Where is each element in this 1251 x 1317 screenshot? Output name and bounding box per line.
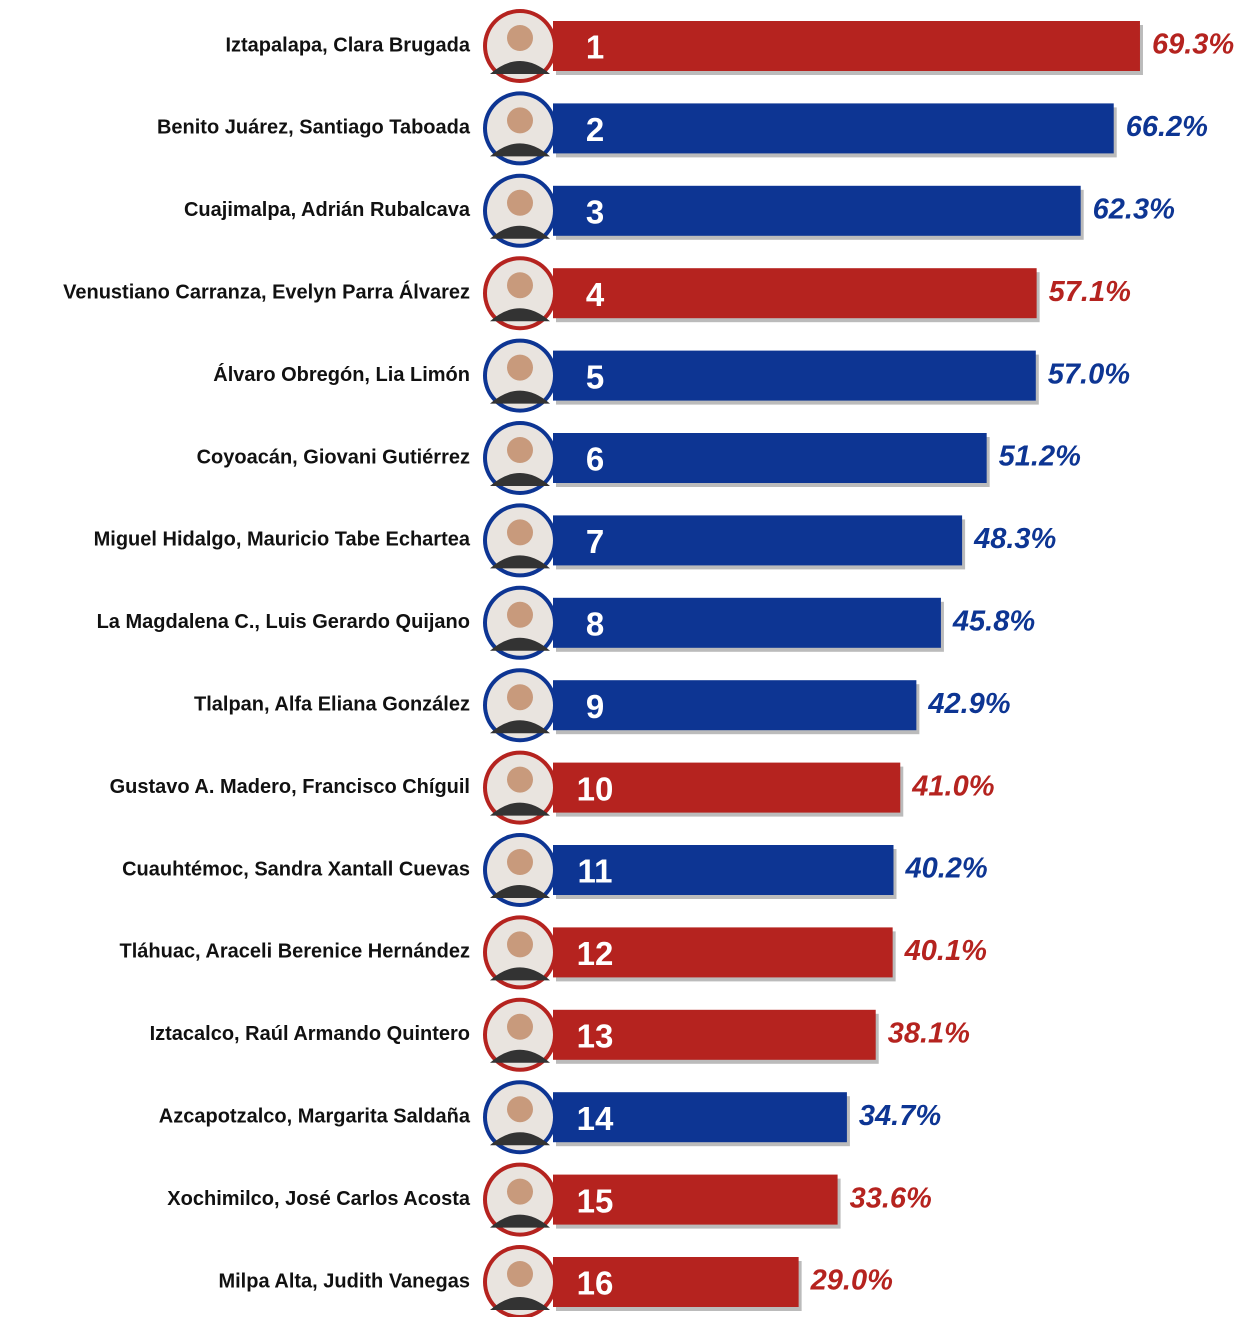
photo-body xyxy=(490,143,550,157)
photo-body xyxy=(490,885,550,898)
value-label: 51.2% xyxy=(999,441,1081,473)
photo-body xyxy=(490,390,550,404)
category-label: Gustavo A. Madero, Francisco Chíguil xyxy=(110,776,470,798)
photo-head xyxy=(507,1013,533,1040)
rank-label: 9 xyxy=(586,688,604,725)
rank-label: 16 xyxy=(577,1265,614,1302)
rank-label: 6 xyxy=(586,441,604,478)
category-label: Cuauhtémoc, Sandra Xantall Cuevas xyxy=(122,858,470,880)
category-label: Xochimilco, José Carlos Acosta xyxy=(167,1188,471,1210)
rank-label: 11 xyxy=(578,853,613,890)
bar xyxy=(553,433,987,483)
photo-head xyxy=(507,437,533,463)
photo-body xyxy=(490,61,550,74)
rank-label: 2 xyxy=(586,111,604,148)
rank-label: 12 xyxy=(577,935,614,972)
category-label: Álvaro Obregón, Lia Limón xyxy=(213,363,470,386)
value-label: 62.3% xyxy=(1093,193,1175,225)
rank-label: 15 xyxy=(577,1182,614,1219)
value-label: 33.6% xyxy=(850,1182,932,1214)
bar xyxy=(553,845,894,895)
value-label: 57.0% xyxy=(1048,358,1130,390)
rank-label: 8 xyxy=(586,606,604,643)
bar xyxy=(553,1257,799,1307)
bar xyxy=(553,268,1037,319)
rank-label: 5 xyxy=(586,358,604,395)
photo-body xyxy=(490,1049,550,1063)
bar xyxy=(553,927,893,978)
photo-body xyxy=(490,1132,550,1146)
category-label: Iztapalapa, Clara Brugada xyxy=(225,34,470,56)
rank-label: 3 xyxy=(586,194,604,231)
value-label: 48.3% xyxy=(973,523,1056,555)
photo-body xyxy=(490,1297,550,1310)
photo-head xyxy=(507,1096,533,1123)
photo-body xyxy=(490,555,550,569)
rank-label: 14 xyxy=(577,1100,614,1137)
photo-head xyxy=(507,107,533,134)
photo-head xyxy=(507,1178,533,1205)
bar xyxy=(553,1009,876,1060)
rank-label: 1 xyxy=(586,29,604,66)
bar xyxy=(553,350,1036,401)
category-label: Cuajimalpa, Adrián Rubalcava xyxy=(184,199,471,221)
rank-label: 7 xyxy=(586,523,604,560)
value-label: 45.8% xyxy=(952,605,1035,637)
photo-head xyxy=(507,519,533,546)
bar xyxy=(553,515,963,566)
photo-head xyxy=(507,25,533,51)
bar xyxy=(553,1174,838,1225)
category-label: Coyoacán, Giovani Gutiérrez xyxy=(197,446,470,468)
rank-label: 4 xyxy=(586,276,605,313)
bar xyxy=(553,185,1081,236)
value-label: 41.0% xyxy=(911,770,994,802)
category-label: Miguel Hidalgo, Mauricio Tabe Echartea xyxy=(94,529,471,551)
photo-head xyxy=(507,601,533,628)
photo-body xyxy=(490,308,550,322)
photo-body xyxy=(490,225,550,239)
photo-body xyxy=(490,802,550,816)
photo-body xyxy=(490,473,550,486)
photo-head xyxy=(507,354,533,381)
photo-body xyxy=(490,1214,550,1228)
photo-head xyxy=(507,189,533,216)
category-label: La Magdalena C., Luis Gerardo Quijano xyxy=(97,611,470,633)
bar xyxy=(553,103,1114,154)
value-label: 69.3% xyxy=(1152,29,1234,61)
photo-head xyxy=(507,766,533,793)
photo-body xyxy=(490,720,550,734)
value-label: 66.2% xyxy=(1126,111,1208,143)
value-label: 40.1% xyxy=(904,935,987,967)
category-label: Benito Juárez, Santiago Taboada xyxy=(157,117,471,139)
value-label: 34.7% xyxy=(859,1100,941,1132)
photo-head xyxy=(507,684,533,711)
bar xyxy=(553,1092,847,1143)
value-label: 42.9% xyxy=(927,688,1010,720)
photo-body xyxy=(490,637,550,651)
category-label: Tlalpan, Alfa Eliana González xyxy=(194,693,470,715)
value-label: 40.2% xyxy=(904,853,987,885)
rank-label: 10 xyxy=(577,770,614,807)
bar xyxy=(553,21,1140,71)
value-label: 57.1% xyxy=(1049,276,1131,308)
photo-body xyxy=(490,967,550,981)
photo-head xyxy=(507,931,533,958)
rank-label: 13 xyxy=(577,1018,614,1055)
category-label: Azcapotzalco, Margarita Saldaña xyxy=(159,1105,471,1127)
photo-head xyxy=(507,849,533,875)
category-label: Milpa Alta, Judith Vanegas xyxy=(218,1270,470,1292)
category-label: Tláhuac, Araceli Berenice Hernández xyxy=(119,941,470,963)
value-label: 38.1% xyxy=(888,1017,970,1049)
bar xyxy=(553,680,917,731)
photo-head xyxy=(507,1261,533,1287)
photo-head xyxy=(507,272,533,299)
bar xyxy=(553,597,941,648)
value-label: 29.0% xyxy=(810,1265,893,1297)
bar xyxy=(553,762,901,813)
category-label: Iztacalco, Raúl Armando Quintero xyxy=(150,1023,470,1045)
category-label: Venustiano Carranza, Evelyn Parra Álvare… xyxy=(63,280,470,303)
